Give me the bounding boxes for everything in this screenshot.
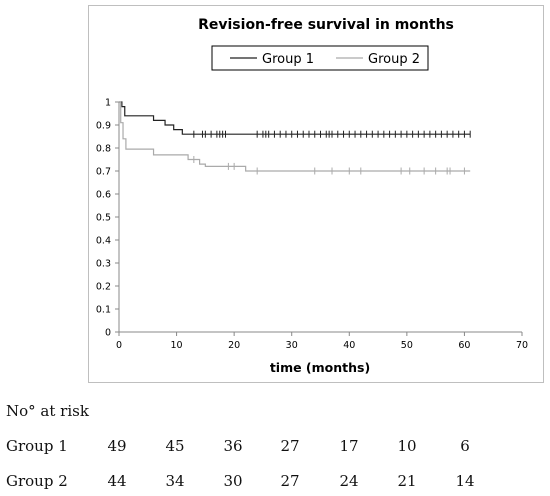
y-tick-label: 0.1 — [96, 305, 111, 316]
y-tick-label: 1 — [105, 98, 111, 109]
legend-label: Group 2 — [368, 52, 420, 67]
chart-title: Revision-free survival in months — [198, 17, 454, 33]
y-tick-label: 0.3 — [96, 259, 111, 270]
x-tick-label: 20 — [228, 340, 240, 351]
y-tick-label: 0.4 — [96, 236, 111, 247]
x-tick-label: 70 — [516, 340, 528, 351]
x-tick-label: 30 — [286, 340, 298, 351]
x-tick-label: 10 — [171, 340, 183, 351]
y-tick-label: 0.7 — [96, 167, 111, 178]
legend-label: Group 1 — [262, 52, 314, 67]
y-tick-label: 0.8 — [96, 144, 111, 155]
y-tick-label: 0.6 — [96, 190, 111, 201]
y-tick-label: 0.5 — [96, 213, 111, 224]
x-tick-label: 50 — [401, 340, 413, 351]
x-tick-label: 60 — [458, 340, 470, 351]
y-tick-label: 0.2 — [96, 282, 111, 293]
survival-curve-1 — [119, 101, 471, 135]
x-axis-label: time (months) — [270, 360, 370, 375]
x-tick-label: 0 — [116, 340, 122, 351]
y-tick-label: 0 — [105, 328, 111, 339]
y-tick-label: 0.9 — [96, 121, 111, 132]
survival-curve-2 — [119, 101, 471, 172]
x-tick-label: 40 — [343, 340, 355, 351]
